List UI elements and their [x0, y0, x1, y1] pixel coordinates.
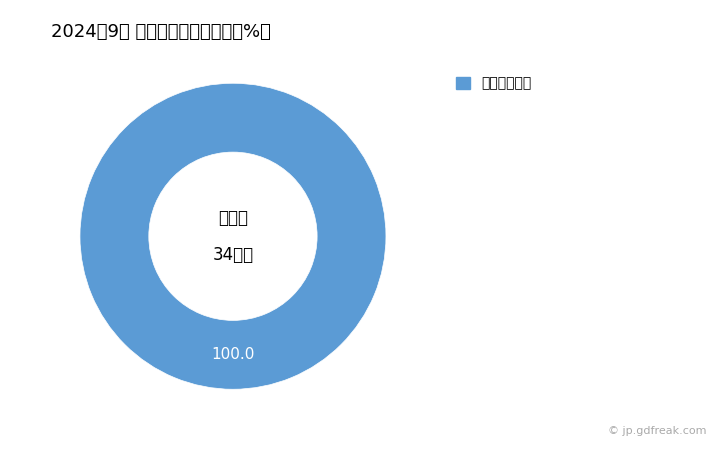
Legend: インドネシア: インドネシア [451, 71, 537, 96]
Text: 2024年9月 輸出相手国のシェア（%）: 2024年9月 輸出相手国のシェア（%） [51, 22, 271, 40]
Text: 総　額: 総 額 [218, 209, 248, 227]
Text: © jp.gdfreak.com: © jp.gdfreak.com [608, 427, 706, 436]
Text: 34万円: 34万円 [213, 246, 253, 264]
Wedge shape [80, 83, 386, 389]
Text: 100.0: 100.0 [211, 347, 255, 362]
